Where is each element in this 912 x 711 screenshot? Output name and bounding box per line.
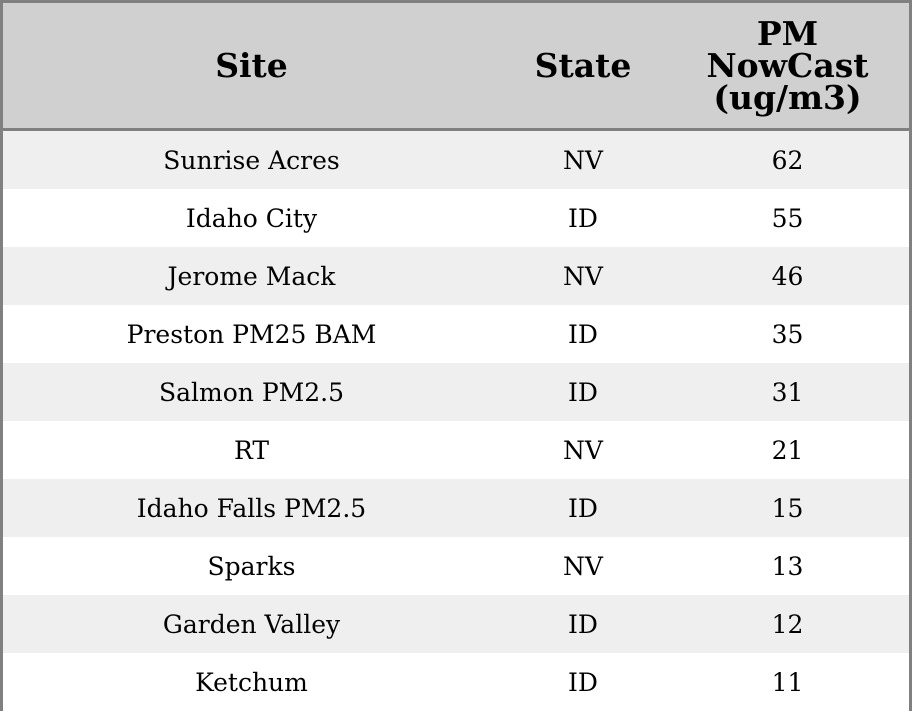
pm-cell: 62 [666, 129, 909, 189]
state-cell: ID [500, 479, 666, 537]
table-row: Sparks NV 13 [3, 537, 909, 595]
state-cell: ID [500, 653, 666, 711]
header-pm-line: PM [756, 13, 819, 53]
pm-cell: 12 [666, 595, 909, 653]
site-cell: Preston PM25 BAM [3, 305, 500, 363]
header-state-text: State [534, 45, 632, 85]
header-site-text: Site [215, 45, 288, 85]
table-row: Salmon PM2.5 ID 31 [3, 363, 909, 421]
pm-cell: 15 [666, 479, 909, 537]
header-pm-line: NowCast [706, 45, 869, 85]
site-cell: Garden Valley [3, 595, 500, 653]
pm-cell: 46 [666, 247, 909, 305]
header-state: State [500, 3, 666, 131]
site-cell: RT [3, 421, 500, 479]
table-row: Idaho City ID 55 [3, 189, 909, 247]
site-cell: Salmon PM2.5 [3, 363, 500, 421]
header-row: Site State PM NowCast (ug/m3) [3, 3, 909, 131]
header-pm: PM NowCast (ug/m3) [666, 3, 909, 131]
pm-cell: 21 [666, 421, 909, 479]
state-cell: ID [500, 363, 666, 421]
header-site: Site [3, 3, 500, 131]
pm-cell: 31 [666, 363, 909, 421]
table-row: Sunrise Acres NV 62 [3, 129, 909, 189]
site-cell: Sunrise Acres [3, 129, 500, 189]
site-cell: Idaho City [3, 189, 500, 247]
pm-cell: 13 [666, 537, 909, 595]
header-pm-line: (ug/m3) [713, 77, 862, 117]
site-cell: Sparks [3, 537, 500, 595]
table-row: Preston PM25 BAM ID 35 [3, 305, 909, 363]
state-cell: NV [500, 537, 666, 595]
pm-cell: 55 [666, 189, 909, 247]
table-row: Garden Valley ID 12 [3, 595, 909, 653]
site-cell: Ketchum [3, 653, 500, 711]
table-row: Ketchum ID 11 [3, 653, 909, 711]
state-cell: ID [500, 595, 666, 653]
state-cell: NV [500, 129, 666, 189]
table-row: RT NV 21 [3, 421, 909, 479]
site-cell: Jerome Mack [3, 247, 500, 305]
pm-cell: 35 [666, 305, 909, 363]
table-row: Idaho Falls PM2.5 ID 15 [3, 479, 909, 537]
state-cell: ID [500, 305, 666, 363]
site-cell: Idaho Falls PM2.5 [3, 479, 500, 537]
state-cell: NV [500, 421, 666, 479]
pm-cell: 11 [666, 653, 909, 711]
state-cell: ID [500, 189, 666, 247]
data-table: Site State PM NowCast (ug/m3) Sunrise Ac… [3, 3, 909, 711]
table-row: Jerome Mack NV 46 [3, 247, 909, 305]
state-cell: NV [500, 247, 666, 305]
